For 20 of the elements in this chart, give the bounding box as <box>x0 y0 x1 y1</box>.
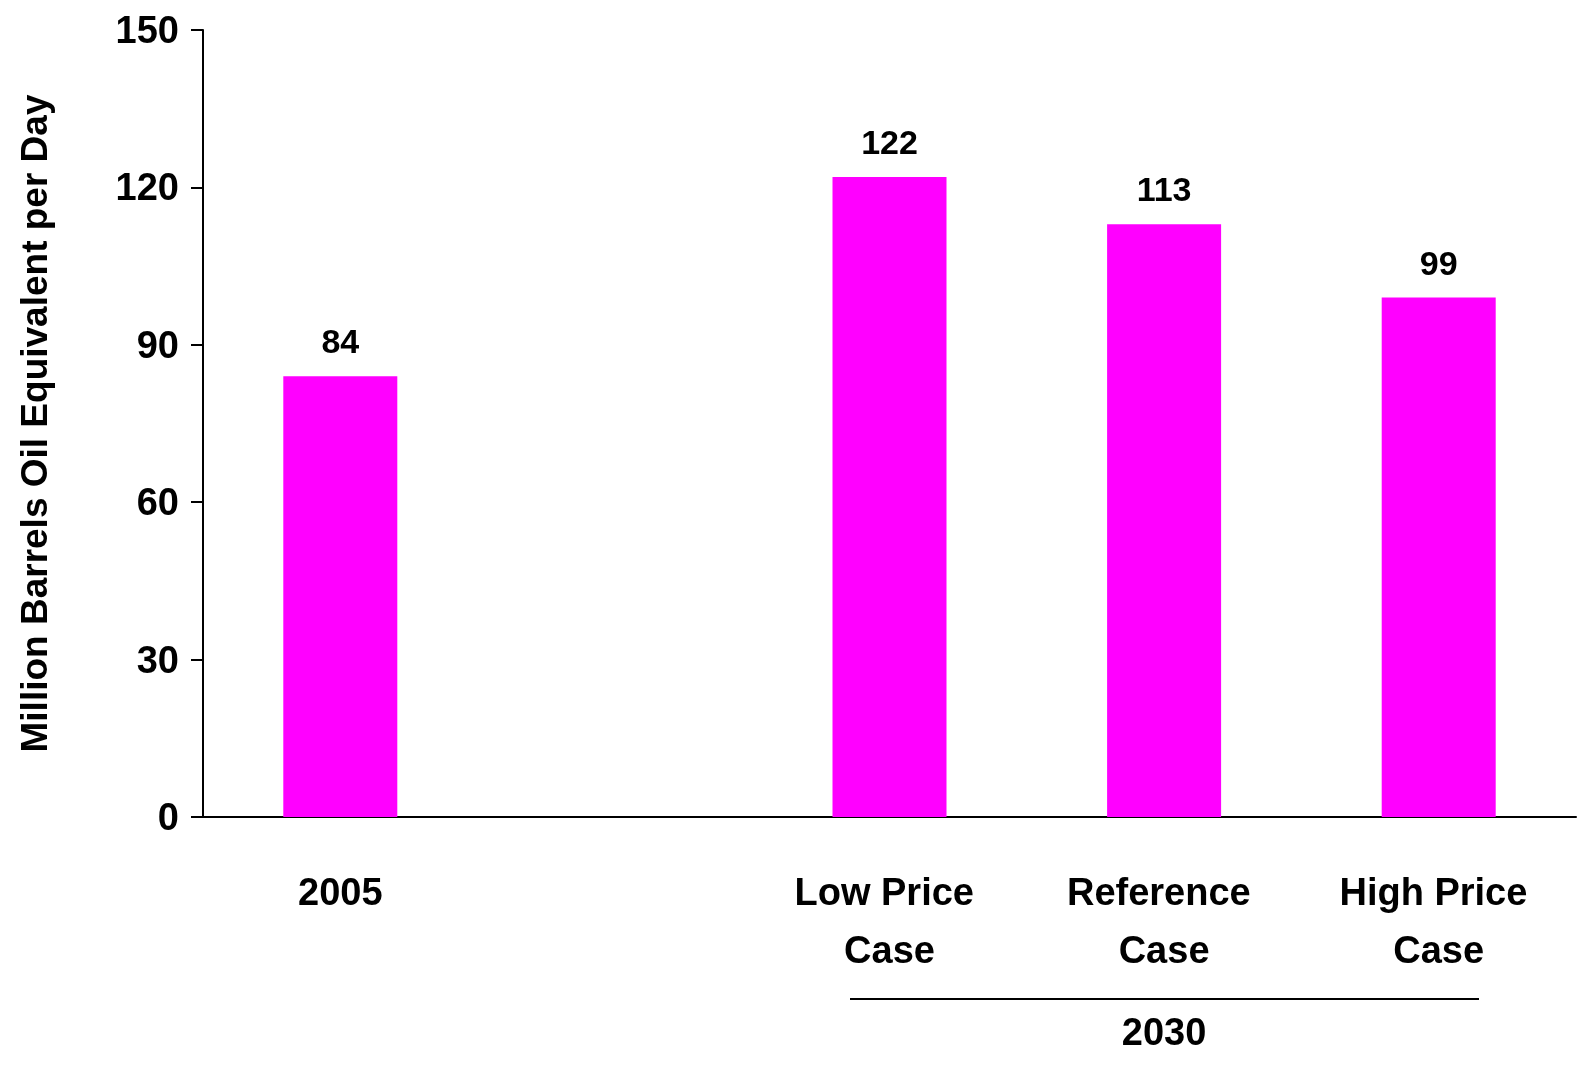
bar <box>283 376 398 817</box>
y-tick-label: 30 <box>136 638 179 681</box>
y-tick-label: 60 <box>136 481 179 524</box>
data-label: 99 <box>1419 243 1458 282</box>
y-tick-label: 150 <box>115 9 179 51</box>
y-tick-label: 90 <box>136 323 179 366</box>
x-tick-label: High Price Case <box>1339 871 1538 971</box>
text: 2030 <box>1121 1011 1207 1053</box>
y-tick-label: 120 <box>115 166 179 209</box>
data-label: 122 <box>861 122 918 161</box>
bar <box>832 176 947 817</box>
bar <box>1107 224 1222 817</box>
bar <box>1381 297 1496 817</box>
data-label: 113 <box>1136 170 1192 209</box>
y-tick-label: 0 <box>157 796 179 838</box>
x-tick-label: Low Price Case <box>794 871 985 971</box>
x-tick-label: Reference Case <box>1066 871 1262 971</box>
data-label: 84 <box>321 322 360 361</box>
x-tick-label: 2005 <box>298 871 383 913</box>
y-axis-title: Million Barrels Oil Equivalent per Day <box>14 94 55 753</box>
